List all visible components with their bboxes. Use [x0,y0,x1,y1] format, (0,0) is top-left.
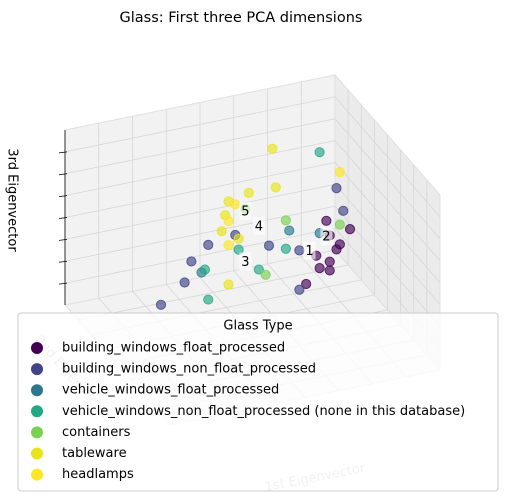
legend-marker [31,468,43,481]
legend-marker [31,384,43,397]
point [334,167,345,178]
point [314,147,325,158]
legend-marker [31,426,43,439]
legend-label: containers [62,425,131,440]
grid-line [334,162,441,283]
point [243,187,254,198]
legend-label: headlamps [62,467,134,482]
point [294,245,305,256]
grid-line [64,162,336,218]
point [253,264,264,275]
grid-line [64,118,336,175]
point [334,219,345,230]
point [186,256,197,267]
legend-title: Glass Type [223,319,292,334]
legend-label: tableware [62,446,127,461]
grid-line [64,140,336,197]
point [155,299,167,310]
legend-label: vehicle_windows_non_float_processed (non… [62,404,465,419]
point [324,265,335,276]
grid-line [334,96,441,218]
point [331,183,342,194]
annotation: 4 [255,219,263,234]
point [263,240,275,251]
point [334,239,345,250]
chart-title: Glass: First three PCA dimensions [120,10,363,26]
point [216,226,227,237]
grid-line [64,227,336,284]
point [223,279,234,290]
annotation-box [239,202,252,221]
z-tick [58,195,68,198]
point [267,143,278,154]
grid-line [64,96,336,153]
annotation: 1 [305,244,313,259]
grid-line [78,264,349,321]
point [321,215,332,226]
legend-marker [31,342,43,354]
z-tick [58,173,68,176]
point [223,215,234,227]
point [223,240,234,251]
point [284,225,295,236]
annotation-box [303,241,316,260]
grid-line [64,205,336,262]
grid-line [64,183,336,240]
point [280,243,291,254]
point [179,277,190,288]
point [324,256,335,267]
grid-line [334,118,441,240]
legend-label: building_windows_non_float_processed [62,362,316,377]
point [270,182,281,193]
point [314,263,325,274]
point [230,199,241,210]
z-tick [58,260,68,263]
point [203,239,214,250]
point [260,269,271,280]
annotation-box [320,227,333,246]
grid-line [334,140,441,261]
z-axis-label: 3rd Eigenvector [5,148,20,252]
legend-label: vehicle_windows_float_processed [62,383,279,398]
point [233,233,244,244]
z-tick [58,151,68,154]
legend-label: building_windows_float_processed [62,341,285,356]
point [338,205,349,216]
annotation: 3 [241,255,249,270]
legend-box [17,312,499,492]
point [294,284,305,295]
legend: Glass Type building_windows_float_process… [17,312,499,492]
annotation: 5 [241,205,249,220]
point [233,244,244,255]
annotation-box [239,252,252,271]
annotation-box [252,216,265,235]
legend-marker [31,363,43,376]
z-tick [58,238,68,241]
point [301,278,312,290]
grid-line [334,184,441,305]
point [280,215,291,226]
point [199,264,210,275]
point [344,224,356,235]
point [203,294,214,305]
z-tick [58,217,68,219]
annotation: 2 [322,230,330,245]
legend-marker [31,405,43,418]
legend-marker [31,447,43,460]
z-tick [58,282,68,285]
